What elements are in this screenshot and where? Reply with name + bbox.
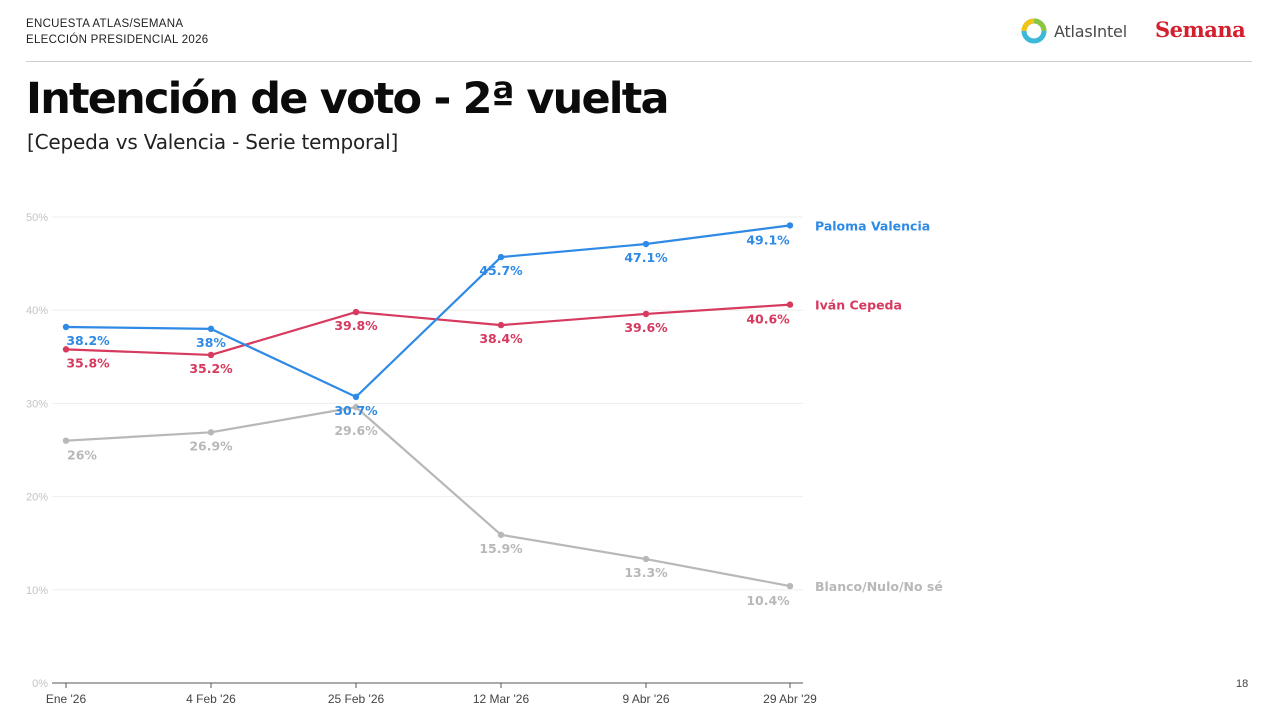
series-name-label: Paloma Valencia [815, 218, 930, 233]
data-label: 15.9% [479, 541, 523, 556]
data-point [207, 351, 215, 359]
atlasintel-logo-icon [1021, 18, 1047, 44]
y-tick-label: 0% [32, 678, 48, 690]
data-label: 38.4% [479, 331, 523, 346]
y-tick-label: 20% [26, 492, 48, 504]
x-tick-label: 4 Feb '26 [186, 692, 236, 706]
y-tick-label: 30% [26, 398, 48, 410]
data-point [642, 310, 650, 318]
data-label: 45.7% [479, 263, 523, 278]
y-tick-label: 40% [26, 305, 48, 317]
data-label: 10.4% [746, 593, 790, 608]
data-point [352, 393, 360, 401]
data-point [786, 301, 794, 308]
data-label: 13.3% [624, 565, 668, 580]
data-point [786, 582, 794, 590]
series-line [65, 224, 791, 398]
data-point [352, 403, 360, 411]
x-tick-label: 25 Feb '26 [328, 692, 385, 706]
x-tick-label: 29 Abr '29 [763, 692, 817, 706]
header-divider [26, 61, 1252, 62]
data-point [497, 321, 505, 329]
data-point [207, 325, 215, 333]
data-point [62, 437, 70, 444]
data-point [497, 531, 505, 539]
data-label: 38.2% [66, 333, 110, 348]
y-tick-label: 10% [26, 585, 48, 597]
data-point [207, 429, 215, 436]
data-label: 40.6% [746, 312, 790, 327]
data-label: 39.8% [334, 318, 378, 333]
atlasintel-logo: AtlasIntel [1020, 17, 1127, 45]
page-subtitle: [Cepeda vs Valencia - Serie temporal] [27, 130, 399, 154]
data-label: 29.6% [334, 423, 378, 438]
data-point [62, 346, 70, 353]
data-label: 30.7% [334, 403, 378, 418]
data-label: 39.6% [624, 320, 668, 335]
data-point [352, 308, 360, 316]
page-number: 18 [1236, 678, 1249, 690]
survey-header: ENCUESTA ATLAS/SEMANA ELECCIÓN PRESIDENC… [26, 16, 209, 48]
x-tick-label: Ene '26 [46, 692, 87, 706]
data-point [642, 555, 650, 563]
data-label: 49.1% [746, 232, 790, 247]
semana-logo: Semana [1155, 17, 1246, 42]
series-name-label: Iván Cepeda [815, 298, 902, 313]
atlasintel-logo-text: AtlasIntel [1054, 21, 1127, 41]
data-label: 47.1% [624, 250, 668, 265]
data-label: 26% [67, 448, 97, 463]
series-name-label: Blanco/Nulo/No sé [815, 579, 943, 594]
series-line [65, 303, 791, 357]
data-label: 26.9% [189, 438, 233, 453]
data-label: 35.8% [66, 355, 110, 370]
data-point [642, 240, 650, 248]
page-title: Intención de voto - 2ª vuelta [26, 74, 670, 124]
election-name: ELECCIÓN PRESIDENCIAL 2026 [26, 34, 209, 46]
y-tick-label: 50% [26, 212, 48, 224]
survey-name: ENCUESTA ATLAS/SEMANA [26, 18, 184, 30]
data-label: 38% [196, 335, 226, 350]
series-line [65, 406, 791, 588]
x-tick-label: 9 Abr '26 [623, 692, 670, 706]
data-point [786, 222, 794, 229]
data-point [62, 323, 70, 331]
data-label: 35.2% [189, 361, 233, 376]
x-tick-label: 12 Mar '26 [473, 692, 530, 706]
data-point [497, 253, 505, 261]
